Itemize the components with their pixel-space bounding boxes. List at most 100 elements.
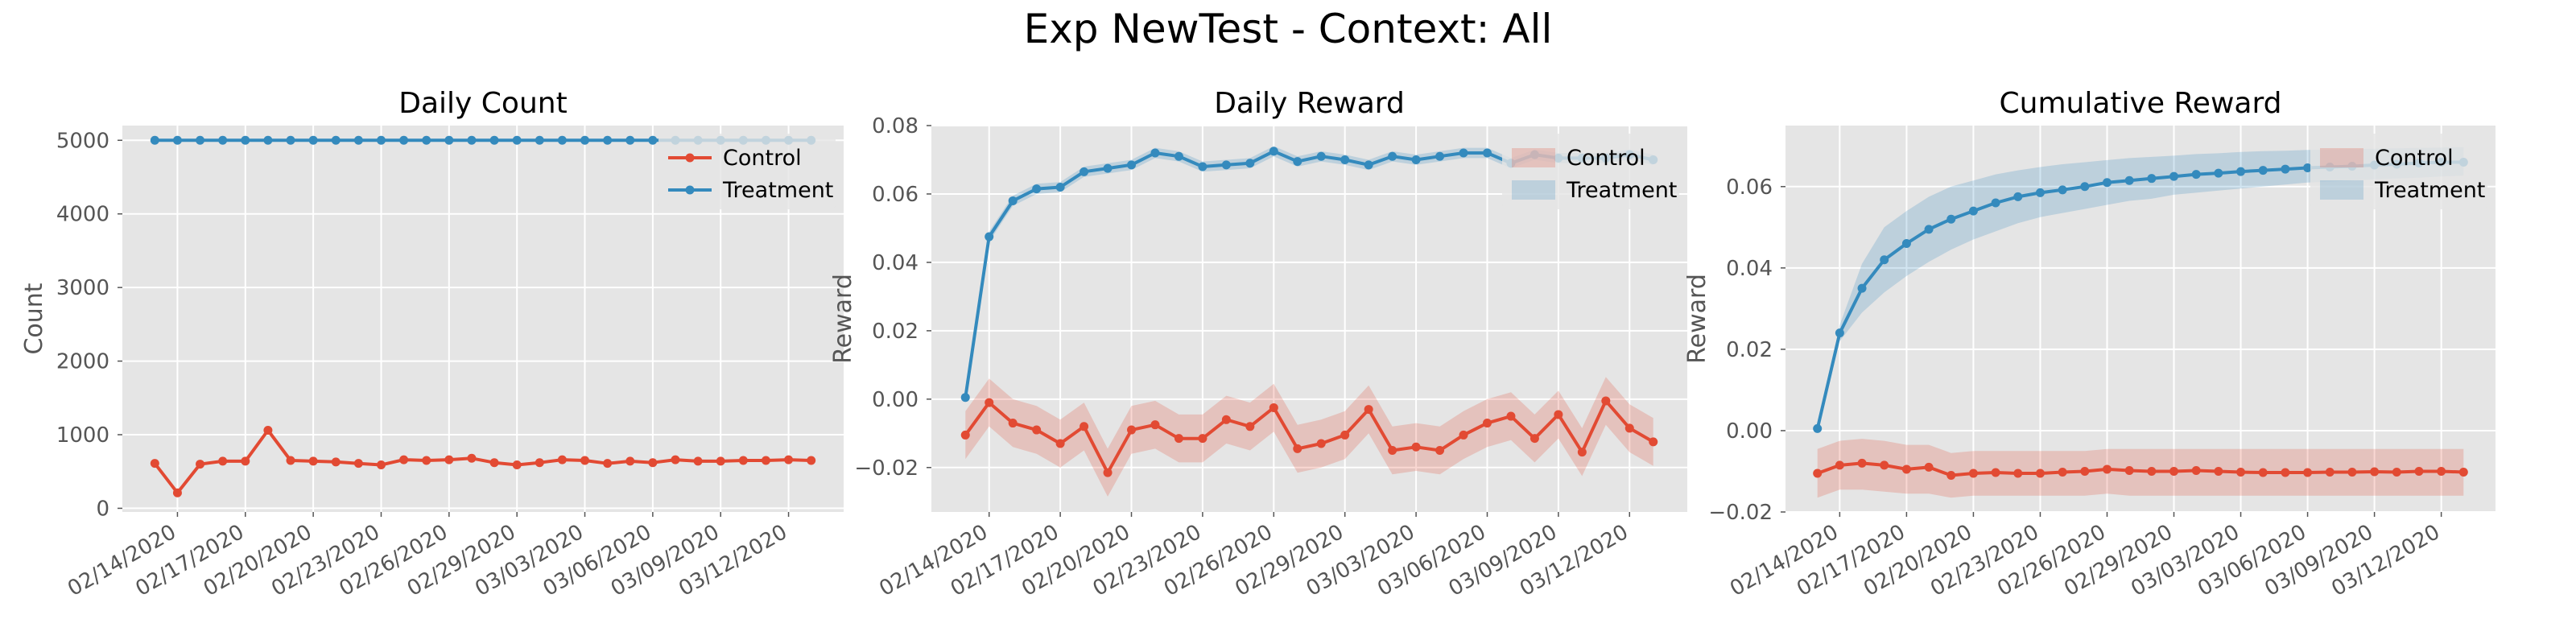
data-point-control bbox=[625, 456, 635, 466]
legend-label-control: Control bbox=[723, 146, 802, 171]
confidence-band-control bbox=[1817, 439, 2464, 498]
data-point-control bbox=[444, 455, 454, 464]
data-point-treatment bbox=[1946, 214, 1956, 224]
chart-panel-1: 01000200030004000500002/14/202002/17/202… bbox=[20, 87, 844, 601]
data-point-treatment bbox=[535, 135, 544, 145]
data-point-control bbox=[716, 456, 725, 466]
data-point-control bbox=[1601, 396, 1611, 406]
panel-title: Daily Count bbox=[398, 87, 567, 120]
data-point-control bbox=[1459, 430, 1468, 440]
data-point-control bbox=[1577, 448, 1587, 457]
data-point-control bbox=[603, 459, 613, 469]
data-point-control bbox=[1055, 439, 1065, 448]
data-point-control bbox=[1032, 425, 1042, 435]
data-point-treatment bbox=[1435, 151, 1445, 161]
data-point-control bbox=[196, 460, 205, 469]
data-point-control bbox=[2258, 468, 2268, 477]
legend-swatch-control bbox=[2320, 148, 2363, 167]
chart-panel-2: −0.020.000.020.040.060.0802/14/202002/17… bbox=[829, 87, 1687, 601]
data-point-control bbox=[512, 460, 522, 469]
data-point-control bbox=[2080, 466, 2090, 476]
data-point-control bbox=[1340, 430, 1350, 440]
data-point-control bbox=[2236, 467, 2246, 477]
data-point-treatment bbox=[1924, 225, 1934, 234]
data-point-control bbox=[580, 456, 590, 465]
data-point-treatment bbox=[1482, 148, 1492, 158]
data-point-treatment bbox=[241, 135, 250, 145]
legend-label-control: Control bbox=[1567, 146, 1645, 171]
data-point-treatment bbox=[172, 135, 182, 145]
y-tick-label: 0.02 bbox=[872, 320, 919, 344]
data-point-control bbox=[1435, 446, 1445, 456]
data-point-treatment bbox=[1055, 182, 1065, 192]
data-point-treatment bbox=[1198, 162, 1208, 171]
data-point-control bbox=[376, 460, 386, 469]
data-point-treatment bbox=[512, 135, 522, 145]
data-point-control bbox=[2347, 467, 2357, 477]
data-point-control bbox=[1857, 458, 1867, 468]
confidence-band-control bbox=[965, 377, 1653, 497]
data-point-control bbox=[1174, 434, 1183, 444]
data-point-control bbox=[241, 456, 250, 466]
panel-title: Cumulative Reward bbox=[2000, 87, 2282, 120]
data-point-control bbox=[557, 455, 567, 464]
legend-swatch-control bbox=[1512, 148, 1555, 167]
data-point-control bbox=[1506, 411, 1516, 421]
data-point-control bbox=[671, 455, 680, 464]
data-point-treatment bbox=[331, 135, 341, 145]
data-point-treatment bbox=[1813, 423, 1823, 433]
legend-label-control: Control bbox=[2375, 146, 2454, 171]
data-point-treatment bbox=[444, 135, 454, 145]
legend: Control Treatment bbox=[2310, 134, 2487, 209]
data-point-treatment bbox=[1388, 151, 1397, 161]
data-point-control bbox=[1127, 425, 1137, 435]
data-point-control bbox=[2191, 465, 2201, 475]
data-point-control bbox=[2013, 469, 2023, 478]
data-point-control bbox=[2169, 466, 2179, 476]
data-point-treatment bbox=[1901, 239, 1911, 249]
data-point-treatment bbox=[218, 135, 228, 145]
data-point-treatment bbox=[1174, 151, 1183, 161]
data-point-control bbox=[1924, 462, 1934, 472]
data-point-treatment bbox=[1835, 328, 1844, 338]
data-point-treatment bbox=[1880, 255, 1889, 265]
data-point-control bbox=[1991, 468, 2000, 477]
data-point-control bbox=[1880, 460, 1889, 470]
data-point-control bbox=[2325, 467, 2334, 477]
data-point-control bbox=[1482, 419, 1492, 428]
legend-label-treatment: Treatment bbox=[1566, 178, 1677, 203]
data-point-control bbox=[2458, 467, 2468, 477]
data-point-control bbox=[1813, 469, 1823, 478]
data-point-treatment bbox=[1032, 184, 1042, 194]
data-point-treatment bbox=[2058, 185, 2067, 195]
data-point-control bbox=[1364, 405, 1373, 415]
series-line-control bbox=[964, 398, 1654, 475]
data-point-control bbox=[489, 458, 499, 468]
data-point-control bbox=[2214, 466, 2223, 476]
data-point-control bbox=[286, 456, 295, 465]
legend: Control Treatment bbox=[658, 134, 836, 209]
data-point-treatment bbox=[1150, 148, 1160, 158]
y-tick-label: −0.02 bbox=[854, 456, 919, 481]
y-tick-label: 0 bbox=[96, 497, 109, 521]
y-tick-label: 0.00 bbox=[872, 388, 919, 412]
data-point-control bbox=[2281, 468, 2290, 477]
data-point-treatment bbox=[2169, 171, 2179, 181]
data-point-treatment bbox=[150, 135, 159, 145]
y-axis-label: Reward bbox=[1683, 274, 1711, 364]
data-point-control bbox=[2437, 466, 2446, 476]
legend-box bbox=[2310, 134, 2487, 209]
data-point-treatment bbox=[1221, 160, 1231, 170]
data-point-treatment bbox=[625, 135, 635, 145]
data-point-treatment bbox=[2191, 170, 2201, 180]
y-axis-label: Reward bbox=[829, 274, 857, 364]
data-point-control bbox=[1624, 423, 1634, 433]
chart-panel-3: −0.020.000.020.040.0602/14/202002/17/202… bbox=[1683, 87, 2496, 601]
data-point-treatment bbox=[286, 135, 295, 145]
data-point-treatment bbox=[985, 232, 994, 242]
data-point-control bbox=[308, 456, 318, 466]
y-tick-label: 4000 bbox=[56, 203, 109, 227]
data-point-control bbox=[807, 456, 816, 465]
data-point-control bbox=[422, 456, 431, 465]
